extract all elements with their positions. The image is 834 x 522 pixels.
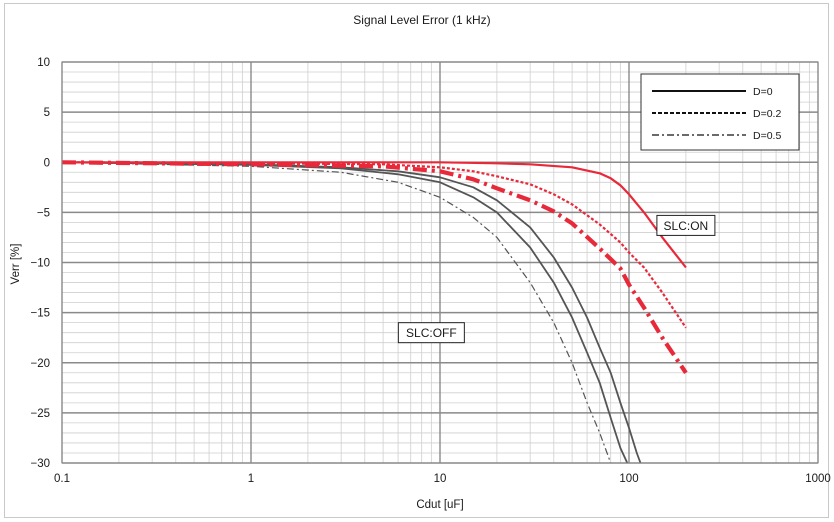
annotations: SLC:ON SLC:OFF bbox=[397, 214, 716, 344]
series-line-slc-off-d02 bbox=[61, 161, 629, 464]
y-tick-label: −15 bbox=[30, 308, 50, 320]
legend-label: D=0.2 bbox=[753, 108, 781, 120]
y-tick-label: 5 bbox=[44, 107, 50, 119]
x-tick-labels: 0.1 1 10 100 1000 bbox=[54, 473, 831, 485]
y-tick-label: −25 bbox=[30, 408, 50, 420]
y-tick-label: 10 bbox=[37, 57, 50, 69]
series-line-slc-off-d05 bbox=[61, 161, 612, 464]
annotation-box bbox=[656, 214, 716, 236]
series-line-slc-on-d05 bbox=[61, 160, 688, 374]
series-line-slc-on-d0 bbox=[62, 161, 687, 269]
x-tick-label: 10 bbox=[434, 473, 447, 485]
y-tick-label: −20 bbox=[30, 358, 50, 370]
series-line-slc-off-d0 bbox=[61, 161, 642, 464]
x-tick-label: 1000 bbox=[805, 473, 831, 485]
legend-label: D=0.5 bbox=[753, 130, 781, 142]
series-line-slc-on-d02 bbox=[61, 161, 687, 329]
x-axis-label: Cdut [uF] bbox=[416, 499, 463, 511]
annotation-label: SLC:OFF bbox=[406, 326, 457, 340]
chart-title: Signal Level Error (1 kHz) bbox=[353, 13, 490, 27]
y-tick-label: −5 bbox=[37, 207, 50, 219]
y-axis-label: Verr [%] bbox=[10, 244, 22, 285]
x-tick-label: 0.1 bbox=[54, 473, 70, 485]
y-tick-label: −10 bbox=[30, 258, 50, 270]
legend-label: D=0 bbox=[753, 86, 773, 98]
series-layer bbox=[61, 160, 688, 464]
x-tick-label: 1 bbox=[248, 473, 254, 485]
y-tick-label: 0 bbox=[44, 157, 50, 169]
y-tick-labels: 10 5 0 −5 −10 −15 −20 −25 −30 bbox=[30, 57, 50, 470]
y-tick-label: −30 bbox=[30, 458, 50, 470]
annotation-label: SLC:ON bbox=[664, 219, 709, 233]
x-tick-label: 100 bbox=[619, 473, 638, 485]
legend: D=0 D=0.2 D=0.5 bbox=[640, 73, 800, 151]
annotation-box bbox=[397, 322, 465, 344]
plot-area bbox=[61, 61, 819, 464]
